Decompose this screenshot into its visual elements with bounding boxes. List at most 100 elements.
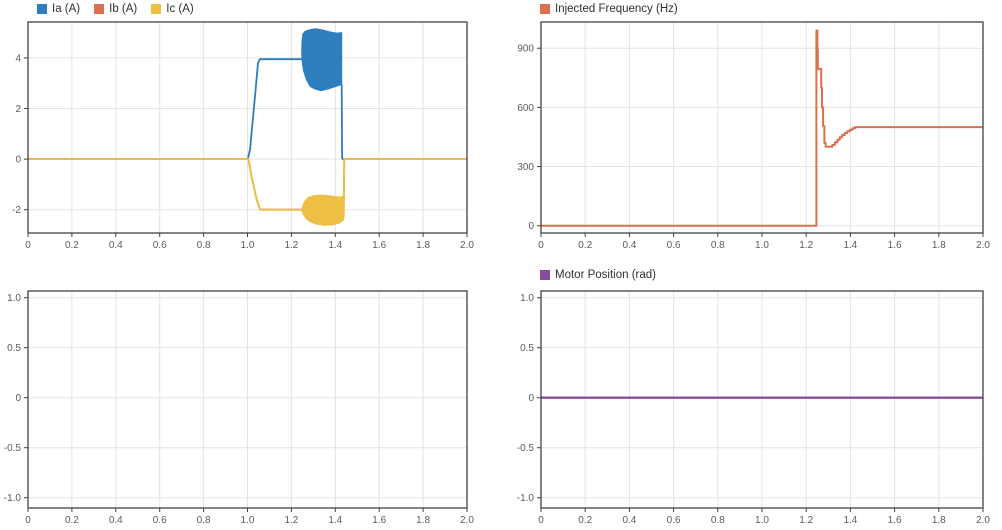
y-tick-label: 900 bbox=[517, 44, 534, 55]
y-tick-label: 0 bbox=[528, 393, 534, 404]
x-tick-label: 0 bbox=[25, 515, 31, 526]
legend-label-ib: Ib (A) bbox=[109, 3, 138, 15]
x-tick-label: 0.8 bbox=[197, 240, 211, 251]
legend-item-motor-position[interactable]: Motor Position (rad) bbox=[540, 268, 656, 282]
y-axis-labels: 4 2 0 -2 bbox=[12, 53, 28, 216]
y-tick-label: 0 bbox=[15, 393, 21, 404]
x-tick-label: 0.4 bbox=[622, 240, 636, 251]
x-axis-labels: 0 0.2 0.4 0.6 0.8 1.0 1.2 1.4 1.6 1.8 2.0 bbox=[538, 508, 990, 526]
x-tick-label: 0.6 bbox=[667, 515, 681, 526]
y-tick-label: 0 bbox=[528, 221, 534, 232]
plot-border bbox=[27, 290, 468, 509]
chart-panel-phase-currents: Ia (A) Ib (A) Ic (A) 0 0.2 0.4 0.6 0.8 1.0 1.2… bbox=[0, 0, 480, 252]
x-axis-labels: 0 0.2 0.4 0.6 0.8 1.0 1.2 1.4 1.6 1.8 2.0 bbox=[538, 233, 990, 251]
x-tick-label: 0.8 bbox=[197, 515, 211, 526]
series-injected-frequency bbox=[541, 29, 983, 227]
chart-panel-motor-position: Motor Position (rad) 0 0.2 0.4 0.6 0.8 1.0 1.2… bbox=[503, 265, 1002, 530]
x-tick-label: 0.6 bbox=[667, 240, 681, 251]
gridlines bbox=[27, 22, 468, 233]
y-tick-label: -0.5 bbox=[517, 443, 535, 454]
x-tick-label: 1.6 bbox=[888, 240, 902, 251]
x-tick-label: 1.8 bbox=[416, 515, 430, 526]
x-tick-label: 0.8 bbox=[711, 240, 725, 251]
x-tick-label: 0 bbox=[25, 240, 31, 251]
y-tick-label: 1.0 bbox=[520, 293, 534, 304]
x-axis-labels: 0 0.2 0.4 0.6 0.8 1.0 1.2 1.4 1.6 1.8 2.0 bbox=[25, 233, 474, 251]
x-tick-label: 1.4 bbox=[843, 240, 857, 251]
y-tick-label: 4 bbox=[15, 53, 21, 64]
x-tick-label: 1.8 bbox=[416, 240, 430, 251]
empty-plot[interactable]: 0 0.2 0.4 0.6 0.8 1.0 1.2 1.4 1.6 1.8 2.0 1.0 0.5 0 -0… bbox=[0, 265, 480, 530]
x-tick-label: 0.6 bbox=[153, 240, 167, 251]
gridlines bbox=[27, 291, 468, 508]
y-tick-label: 1.0 bbox=[7, 293, 21, 304]
legend-label-motor-position: Motor Position (rad) bbox=[555, 269, 656, 281]
x-tick-label: 1.2 bbox=[799, 515, 813, 526]
legend-injected-frequency: Injected Frequency (Hz) bbox=[540, 2, 678, 16]
x-tick-label: 1.0 bbox=[241, 240, 255, 251]
legend-item-ib[interactable]: Ib (A) bbox=[94, 2, 137, 16]
chart-panel-empty: 0 0.2 0.4 0.6 0.8 1.0 1.2 1.4 1.6 1.8 2.0 1.0 0.5 0 -0… bbox=[0, 265, 480, 530]
x-tick-label: 1.8 bbox=[932, 515, 946, 526]
plot-border bbox=[27, 21, 468, 234]
motor-position-plot[interactable]: 0 0.2 0.4 0.6 0.8 1.0 1.2 1.4 1.6 1.8 2.0 1.0 0.5 0 -0… bbox=[503, 265, 1002, 530]
y-axis-labels: 1.0 0.5 0 -0.5 -1.0 bbox=[4, 293, 28, 504]
legend-swatch-ib bbox=[94, 4, 105, 14]
x-tick-label: 1.2 bbox=[799, 240, 813, 251]
plot-border bbox=[540, 290, 984, 509]
x-tick-label: 1.2 bbox=[284, 515, 298, 526]
y-tick-label: -1.0 bbox=[517, 493, 535, 504]
x-tick-label: 0.6 bbox=[153, 515, 167, 526]
legend-label-injected-frequency: Injected Frequency (Hz) bbox=[555, 3, 678, 15]
x-tick-label: 1.0 bbox=[241, 515, 255, 526]
legend-swatch-injected-frequency bbox=[540, 4, 550, 14]
x-tick-label: 1.4 bbox=[843, 515, 857, 526]
series-ic bbox=[28, 158, 467, 226]
x-tick-label: 1.8 bbox=[932, 240, 946, 251]
x-tick-label: 0.2 bbox=[65, 240, 79, 251]
x-tick-label: 2.0 bbox=[460, 515, 474, 526]
y-tick-label: 300 bbox=[517, 162, 534, 173]
y-axis-labels: 900 600 300 0 bbox=[517, 44, 541, 232]
x-tick-label: 1.6 bbox=[372, 240, 386, 251]
x-tick-label: 2.0 bbox=[460, 240, 474, 251]
legend-item-injected-frequency[interactable]: Injected Frequency (Hz) bbox=[540, 2, 678, 16]
x-tick-label: 0 bbox=[538, 240, 544, 251]
plot-border bbox=[540, 21, 984, 234]
x-tick-label: 1.4 bbox=[328, 240, 342, 251]
x-tick-label: 0.2 bbox=[578, 515, 592, 526]
x-tick-label: 1.6 bbox=[372, 515, 386, 526]
x-tick-label: 2.0 bbox=[976, 240, 990, 251]
y-tick-label: 0 bbox=[15, 155, 21, 166]
x-tick-label: 0.4 bbox=[622, 515, 636, 526]
x-tick-label: 0.4 bbox=[109, 240, 123, 251]
x-tick-label: 1.4 bbox=[328, 515, 342, 526]
x-tick-label: 0.2 bbox=[65, 515, 79, 526]
x-tick-label: 1.0 bbox=[755, 515, 769, 526]
y-tick-label: 600 bbox=[517, 103, 534, 114]
legend-item-ic[interactable]: Ic (A) bbox=[151, 2, 194, 16]
legend-label-ic: Ic (A) bbox=[166, 3, 194, 15]
x-tick-label: 0.2 bbox=[578, 240, 592, 251]
injected-frequency-plot[interactable]: 0 0.2 0.4 0.6 0.8 1.0 1.2 1.4 1.6 1.8 2.0 900 600 300… bbox=[503, 0, 1002, 252]
x-tick-label: 0.8 bbox=[711, 515, 725, 526]
y-tick-label: -0.5 bbox=[4, 443, 22, 454]
legend-label-ia: Ia (A) bbox=[52, 3, 81, 15]
legend-item-ia[interactable]: Ia (A) bbox=[37, 2, 80, 16]
legend-swatch-ia bbox=[37, 4, 47, 14]
legend-swatch-ic bbox=[151, 4, 162, 14]
legend-motor-position: Motor Position (rad) bbox=[540, 268, 656, 282]
x-axis-labels: 0 0.2 0.4 0.6 0.8 1.0 1.2 1.4 1.6 1.8 2.0 bbox=[25, 508, 474, 526]
x-tick-label: 0.4 bbox=[109, 515, 123, 526]
legend-swatch-motor-position bbox=[540, 270, 550, 280]
x-tick-label: 1.6 bbox=[888, 515, 902, 526]
y-tick-label: -1.0 bbox=[4, 493, 22, 504]
legend-phase-currents: Ia (A) Ib (A) Ic (A) bbox=[37, 2, 194, 16]
y-tick-label: 0.5 bbox=[7, 343, 21, 354]
x-tick-label: 2.0 bbox=[976, 515, 990, 526]
y-tick-label: -2 bbox=[12, 205, 21, 216]
chart-panel-injected-frequency: Injected Frequency (Hz) 0 0.2 0.4 0.6 0.8 1.0… bbox=[503, 0, 1002, 252]
phase-currents-plot[interactable]: 0 0.2 0.4 0.6 0.8 1.0 1.2 1.4 1.6 1.8 2.0 4 2 0 -2 bbox=[0, 0, 480, 252]
y-axis-labels: 1.0 0.5 0 -0.5 -1.0 bbox=[517, 293, 541, 504]
gridlines bbox=[540, 291, 984, 508]
